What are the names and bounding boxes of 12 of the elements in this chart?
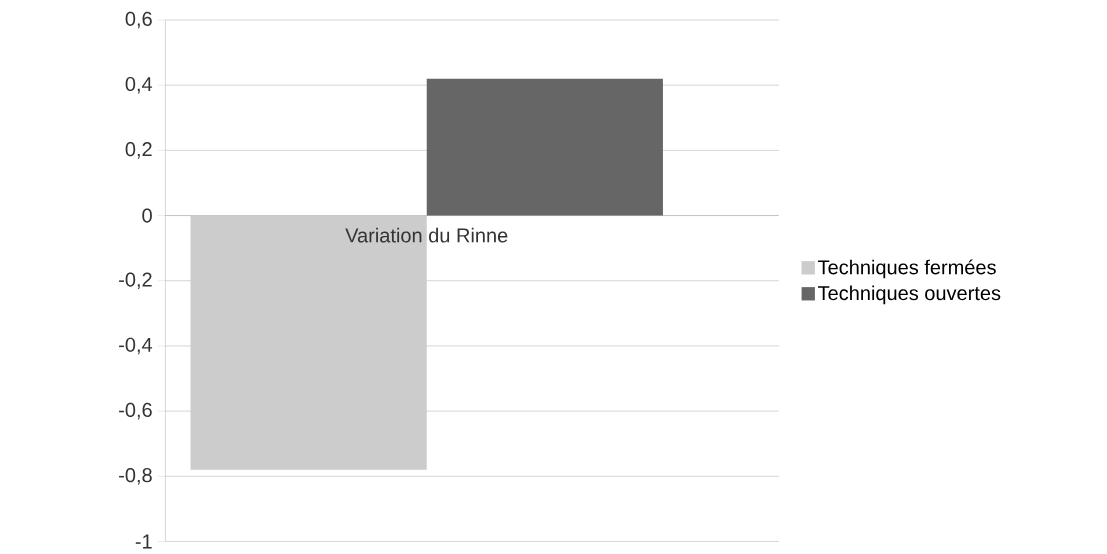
y-tick-label: 0,2 bbox=[125, 142, 152, 159]
y-tick-label: 0 bbox=[142, 208, 152, 223]
y-tick-label: -0,8 bbox=[119, 468, 152, 485]
y-tick-label: -0,4 bbox=[119, 337, 153, 355]
y-tick-label: 0,6 bbox=[125, 11, 152, 29]
y-tick-label: -0,6 bbox=[119, 403, 152, 420]
legend-label: Techniques ouvertes bbox=[818, 285, 1001, 305]
legend-label: Techniques fermées bbox=[818, 259, 996, 279]
y-tick-label: -0,2 bbox=[119, 272, 152, 290]
y-tick-label: 0,4 bbox=[125, 77, 153, 94]
y-tick-label: -1 bbox=[135, 534, 152, 549]
x-tick-label: Variation du Rinne bbox=[345, 228, 508, 243]
